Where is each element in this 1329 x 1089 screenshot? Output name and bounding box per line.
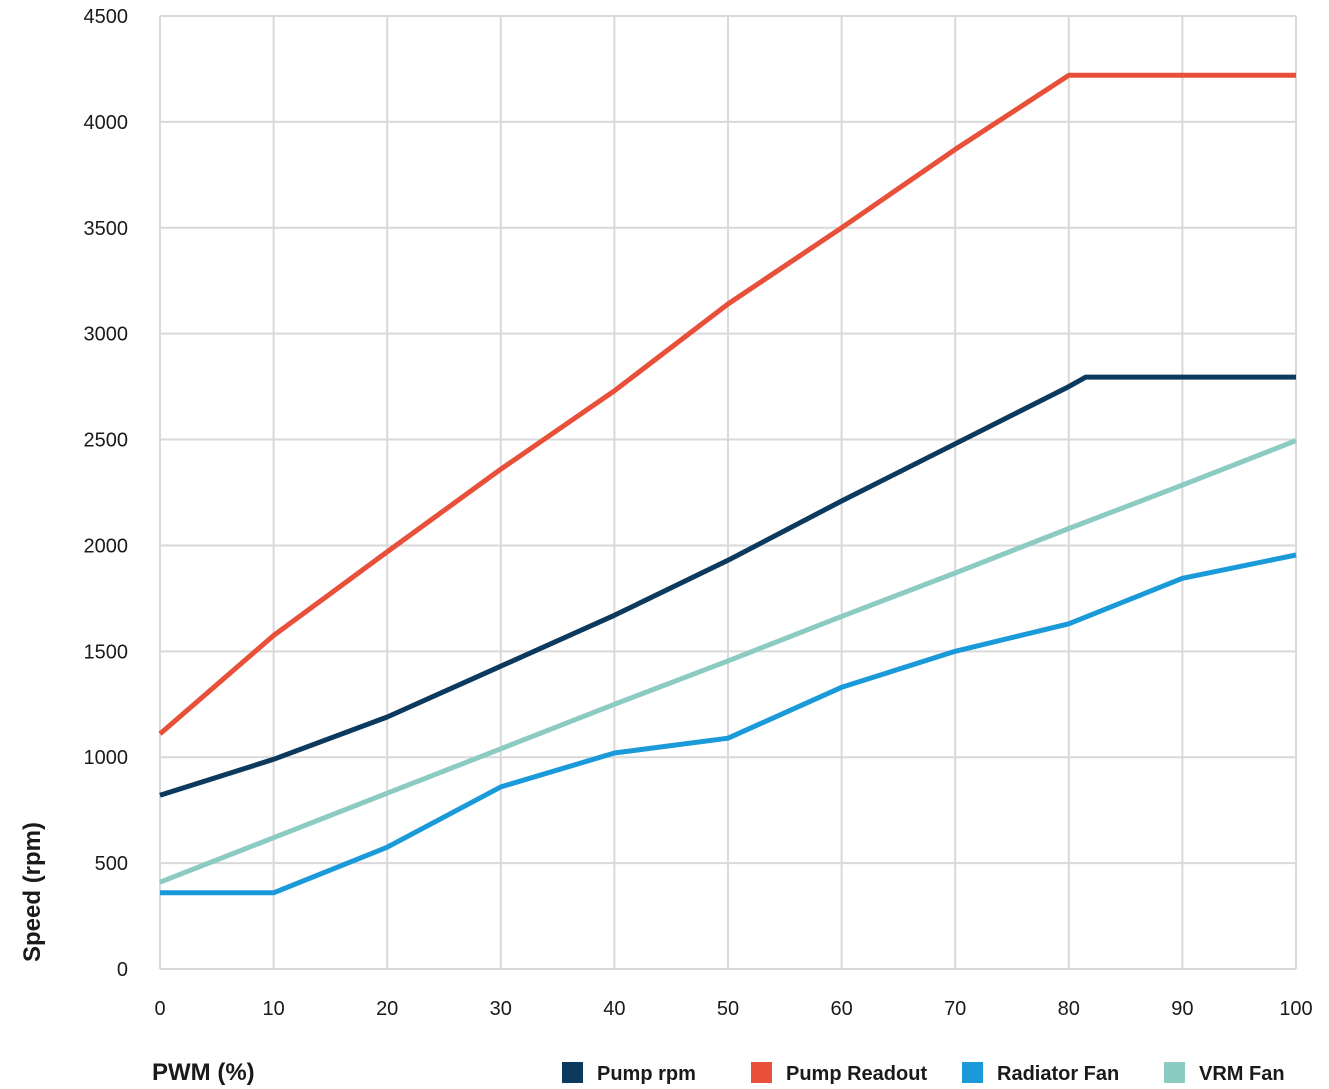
legend-label-pump-readout: Pump Readout: [786, 1063, 927, 1085]
x-tick-label: 60: [830, 998, 852, 1020]
x-axis-ticks: 0 10 20 30 40 50 60 70 80 90 100: [154, 998, 1312, 1020]
y-tick-label: 3500: [84, 218, 129, 240]
legend-label-pump-rpm: Pump rpm: [597, 1063, 696, 1085]
x-tick-label: 70: [944, 998, 966, 1020]
series-line-pump-rpm: [159, 374, 1296, 798]
y-tick-label: 3000: [84, 324, 129, 346]
x-tick-label: 80: [1058, 998, 1080, 1020]
y-tick-label: 2500: [84, 430, 129, 452]
x-tick-label: 100: [1279, 998, 1312, 1020]
legend-label-vrm-fan: VRM Fan: [1199, 1063, 1285, 1085]
legend-swatch-pump-readout: [751, 1062, 772, 1083]
grid: [159, 15, 1297, 970]
x-tick-label: 30: [490, 998, 512, 1020]
series-lines: [158, 72, 1297, 896]
y-axis-ticks: 0 500 1000 1500 2000 2500 3000 3500 4000 4500: [84, 6, 129, 981]
y-tick-label: 500: [95, 853, 128, 875]
x-tick-label: 20: [376, 998, 398, 1020]
legend-label-radiator-fan: Radiator Fan: [997, 1063, 1119, 1085]
x-tick-label: 40: [603, 998, 625, 1020]
y-tick-label: 4000: [84, 112, 129, 134]
y-tick-label: 0: [117, 959, 128, 981]
series-line-pump-readout: [158, 72, 1296, 736]
legend-swatch-radiator-fan: [962, 1062, 983, 1083]
legend-swatch-vrm-fan: [1164, 1062, 1185, 1083]
x-tick-label: 90: [1171, 998, 1193, 1020]
y-axis-title: Speed (rpm): [19, 822, 46, 962]
x-tick-label: 10: [262, 998, 284, 1020]
y-tick-label: 1500: [84, 641, 129, 663]
legend: Pump rpm Pump Readout Radiator Fan VRM Fan: [562, 1062, 1285, 1085]
y-tick-label: 4500: [84, 6, 129, 28]
series-line-vrm-fan: [159, 438, 1297, 885]
y-tick-label: 2000: [84, 535, 129, 557]
x-tick-label: 50: [717, 998, 739, 1020]
x-tick-label: 0: [154, 998, 165, 1020]
y-tick-label: 1000: [84, 747, 129, 769]
x-axis-title: PWM (%): [152, 1059, 255, 1086]
series-line-radiator-fan: [160, 552, 1297, 896]
legend-swatch-pump-rpm: [562, 1062, 583, 1083]
